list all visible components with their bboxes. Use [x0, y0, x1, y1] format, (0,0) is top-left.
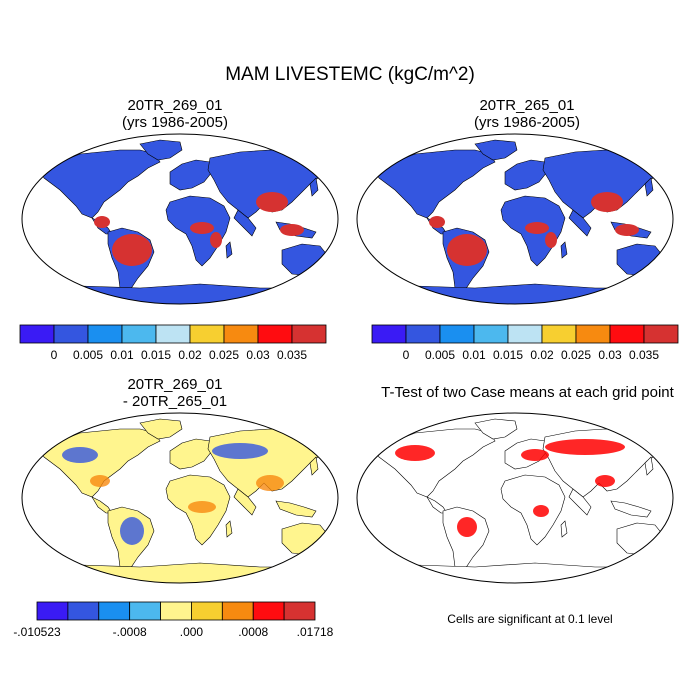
colorbar-panel-2: 0 0.005 0.01 0.015 0.02 0.025 0.03 0.035	[371, 324, 679, 362]
colorbar-swatch	[189, 324, 225, 344]
colorbar-swatch	[575, 324, 611, 344]
globe-outline-1	[21, 133, 339, 305]
map-panel-4	[356, 412, 674, 584]
colorbar-swatch	[643, 324, 679, 344]
globe-outline-3	[21, 412, 339, 584]
colorbar-difference: -.010523 -.0008 .000 .0008 .01718	[13, 601, 334, 639]
colorbar-swatch	[121, 324, 157, 344]
colorbar-swatch	[439, 324, 475, 344]
colorbar-swatch	[53, 324, 89, 344]
colorbar-swatch	[609, 324, 645, 344]
panel-3-title-line2: - 20TR_265_01	[122, 393, 228, 410]
colorbar-tick-label: .000	[180, 625, 204, 639]
colorbar-swatch	[252, 601, 285, 621]
colorbar-tick-label: 0.005	[425, 348, 455, 362]
colorbar-swatch	[283, 601, 316, 621]
panel-4-title: T-Test of two Case means at each grid po…	[381, 384, 674, 401]
significant-cells	[395, 439, 625, 537]
colorbar-swatch	[160, 601, 192, 621]
land-panel-2	[357, 139, 673, 304]
colorbar-tick-label: 0.025	[209, 348, 239, 362]
colorbar-swatch	[223, 324, 259, 344]
panel-3-title: 20TR_269_01 - 20TR_265_01	[20, 376, 330, 410]
difference-regions	[62, 443, 284, 545]
colorbar-swatch	[19, 324, 55, 344]
land-panel-3	[22, 418, 338, 583]
significance-note: Cells are significant at 0.1 level	[447, 612, 613, 626]
land-panel-4	[357, 418, 673, 583]
colorbar-swatch	[129, 601, 161, 621]
colorbar-tick-label: 0	[51, 348, 58, 362]
colorbar-tick-label: 0.015	[141, 348, 171, 362]
colorbar-swatch	[541, 324, 577, 344]
globe-outline-4	[356, 412, 674, 584]
map-panel-2	[356, 133, 674, 305]
land-panel-1	[22, 139, 338, 304]
colorbar-tick-label: 0.005	[73, 348, 103, 362]
panel-1-title: 20TR_269_01 (yrs 1986-2005)	[20, 97, 330, 131]
colorbar-tick-label: 0.03	[598, 348, 622, 362]
colorbar-tick-label: 0.02	[178, 348, 202, 362]
globe-outline-2	[356, 133, 674, 305]
colorbar-swatch	[36, 601, 69, 621]
colorbar-tick-label: 0.015	[493, 348, 523, 362]
colorbar-tick-label: 0.035	[629, 348, 659, 362]
colorbar-tick-label: 0.03	[246, 348, 270, 362]
panel-3-title-line1: 20TR_269_01	[127, 376, 223, 393]
colorbar-panel-1: 0 0.005 0.01 0.015 0.02 0.025 0.03 0.035	[19, 324, 327, 362]
colorbar-tick-label: 0.02	[530, 348, 554, 362]
colorbar-swatch	[87, 324, 123, 344]
colorbar-swatch	[191, 601, 223, 621]
colorbar-tick-label: 0.01	[462, 348, 486, 362]
high-value-regions-1	[94, 192, 304, 266]
colorbar-tick-label: 0	[403, 348, 410, 362]
map-panel-3	[21, 412, 339, 584]
high-value-regions-2	[429, 192, 639, 266]
colorbar-tick-label: -.0008	[113, 625, 147, 639]
colorbar-tick-label: .01718	[297, 625, 334, 639]
panel-2-title: 20TR_265_01 (yrs 1986-2005)	[372, 97, 682, 131]
colorbar-swatch	[405, 324, 441, 344]
figure-title: MAM LIVESTEMC (kgC/m^2)	[225, 64, 475, 85]
colorbar-swatch	[221, 601, 254, 621]
colorbar-tick-label: 0.01	[110, 348, 134, 362]
colorbar-swatch	[291, 324, 327, 344]
map-panel-1	[21, 133, 339, 305]
colorbar-swatch	[67, 601, 100, 621]
colorbar-tick-label: .0008	[238, 625, 268, 639]
panel-1-title-line1: 20TR_269_01	[127, 97, 223, 114]
colorbar-swatch	[371, 324, 407, 344]
colorbar-swatch	[257, 324, 293, 344]
colorbar-tick-label: 0.025	[561, 348, 591, 362]
panel-1-title-line2: (yrs 1986-2005)	[122, 114, 228, 131]
colorbar-tick-label: 0.035	[277, 348, 307, 362]
colorbar-tick-label: -.010523	[13, 625, 61, 639]
panel-2-title-line1: 20TR_265_01	[479, 97, 575, 114]
colorbar-swatch	[155, 324, 191, 344]
panel-2-title-line2: (yrs 1986-2005)	[474, 114, 580, 131]
colorbar-swatch	[507, 324, 543, 344]
colorbar-swatch	[473, 324, 509, 344]
colorbar-swatch	[98, 601, 131, 621]
